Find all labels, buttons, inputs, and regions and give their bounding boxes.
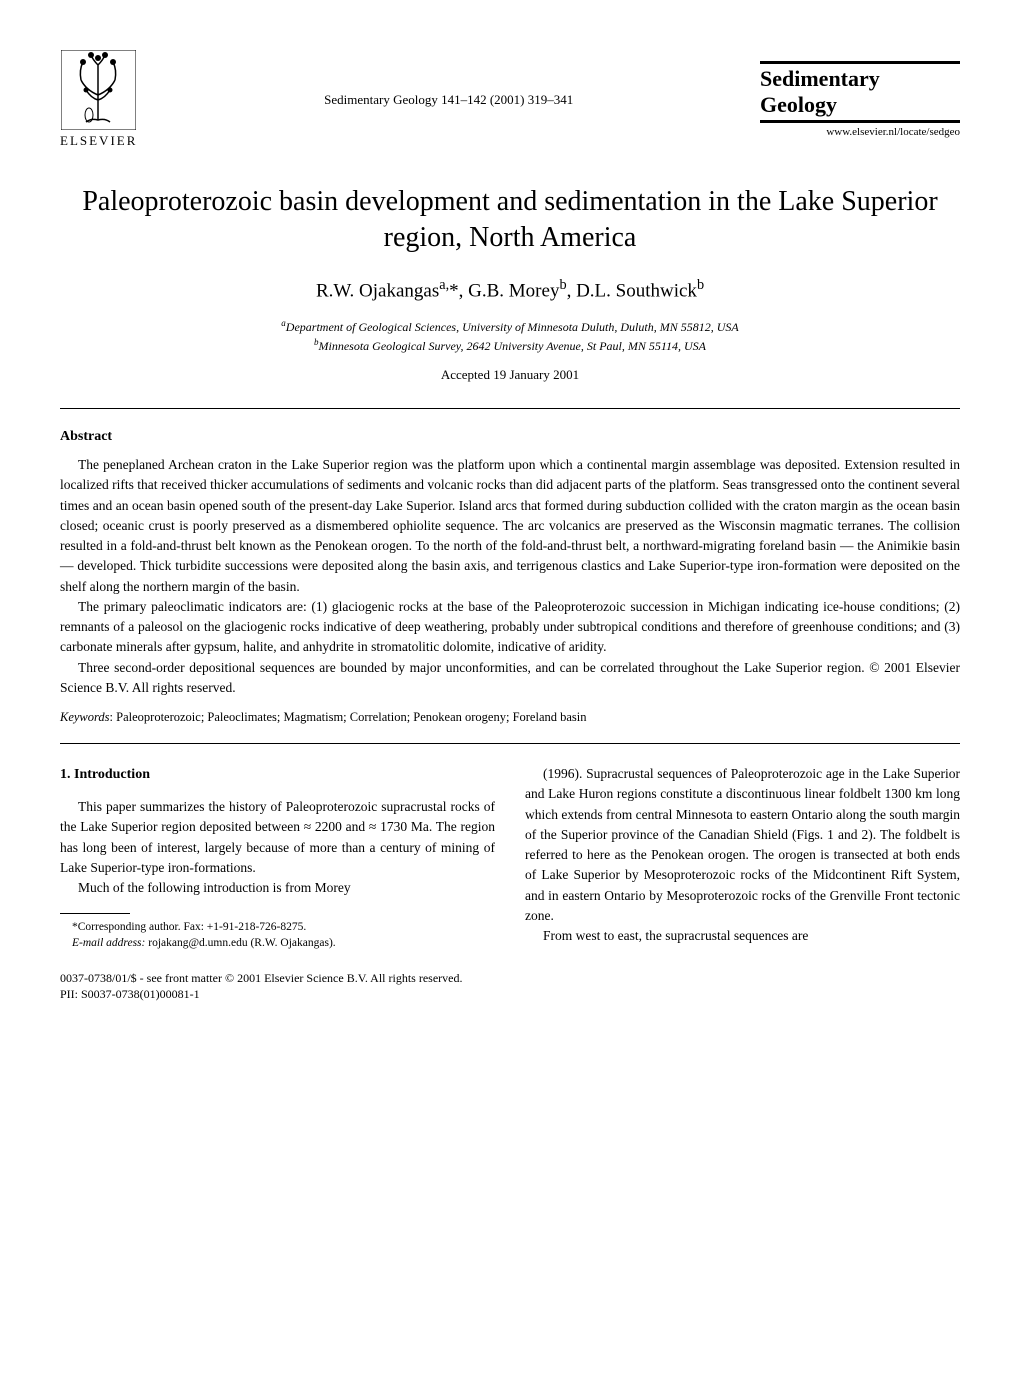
email-footnote: E-mail address: rojakang@d.umn.edu (R.W.… <box>60 935 495 951</box>
elsevier-tree-icon <box>61 50 136 130</box>
keywords-text: : Paleoproterozoic; Paleoclimates; Magma… <box>110 710 587 724</box>
authors: R.W. Ojakangasa,*, G.B. Moreyb, D.L. Sou… <box>60 277 960 302</box>
footer-line1: 0037-0738/01/$ - see front matter © 2001… <box>60 970 960 987</box>
affiliations: aDepartment of Geological Sciences, Univ… <box>60 317 960 355</box>
email-value: rojakang@d.umn.edu (R.W. Ojakangas). <box>145 937 335 949</box>
abstract-body: The peneplaned Archean craton in the Lak… <box>60 455 960 698</box>
accepted-date: Accepted 19 January 2001 <box>60 367 960 383</box>
journal-title: Sedimentary Geology <box>760 61 960 118</box>
abstract-p2: The primary paleoclimatic indicators are… <box>60 597 960 658</box>
corresponding-footnote: *Corresponding author. Fax: +1-91-218-72… <box>60 919 495 935</box>
right-column: (1996). Supracrustal sequences of Paleop… <box>525 764 960 951</box>
affiliation-a: aDepartment of Geological Sciences, Univ… <box>60 317 960 336</box>
intro-left-p2: Much of the following introduction is fr… <box>60 878 495 898</box>
intro-heading: 1. Introduction <box>60 764 495 785</box>
publisher-name: ELSEVIER <box>60 133 137 149</box>
keywords-label: Keywords <box>60 710 110 724</box>
publisher-logo: ELSEVIER <box>60 50 137 149</box>
left-column: 1. Introduction This paper summarizes th… <box>60 764 495 951</box>
affiliation-b: bMinnesota Geological Survey, 2642 Unive… <box>60 336 960 355</box>
journal-url: www.elsevier.nl/locate/sedgeo <box>760 126 960 138</box>
footer: 0037-0738/01/$ - see front matter © 2001… <box>60 970 960 1004</box>
intro-right-p2: From west to east, the supracrustal sequ… <box>525 926 960 946</box>
abstract-p1: The peneplaned Archean craton in the Lak… <box>60 455 960 597</box>
keywords: Keywords: Paleoproterozoic; Paleoclimate… <box>60 710 960 725</box>
journal-title-block: Sedimentary Geology www.elsevier.nl/loca… <box>760 61 960 138</box>
email-label: E-mail address: <box>72 937 145 949</box>
divider <box>60 408 960 409</box>
abstract-p3: Three second-order depositional sequence… <box>60 658 960 699</box>
intro-right-p1: (1996). Supracrustal sequences of Paleop… <box>525 764 960 926</box>
page-header: ELSEVIER Sedimentary Geology 141–142 (20… <box>60 50 960 149</box>
footer-line2: PII: S0037-0738(01)00081-1 <box>60 986 960 1003</box>
intro-left-p1: This paper summarizes the history of Pal… <box>60 797 495 878</box>
article-title: Paleoproterozoic basin development and s… <box>60 184 960 257</box>
journal-reference: Sedimentary Geology 141–142 (2001) 319–3… <box>137 92 760 108</box>
body-columns: 1. Introduction This paper summarizes th… <box>60 764 960 951</box>
footnote-divider <box>60 913 130 914</box>
divider <box>60 743 960 744</box>
abstract-heading: Abstract <box>60 429 960 445</box>
